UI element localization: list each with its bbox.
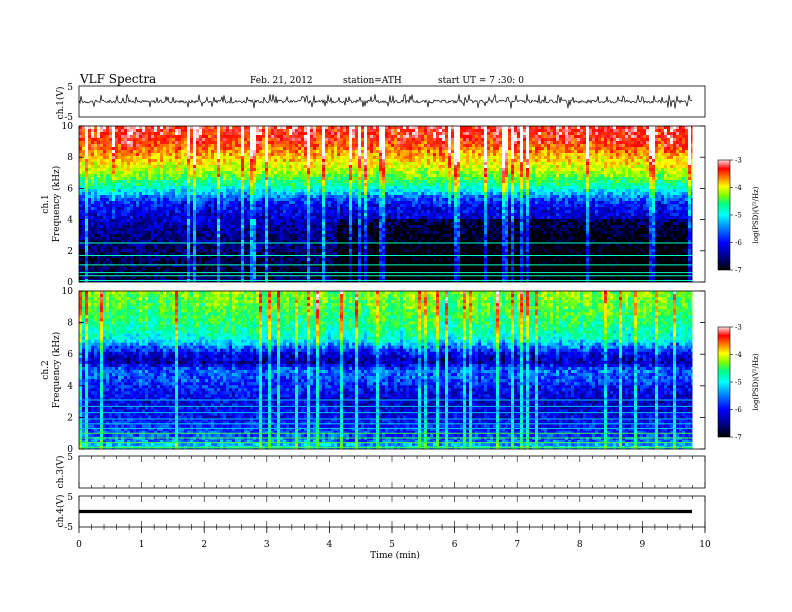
ch3-ytick-top: 5: [67, 453, 73, 463]
x-tick-label: 8: [577, 540, 583, 550]
ch1-spec-ylabel-line1: ch.1: [41, 194, 51, 213]
ch1-colorbar-tick-label: -6: [735, 239, 742, 247]
spec1-ytick-label: 2: [67, 247, 73, 257]
x-tick-label: 2: [201, 540, 207, 550]
header-start-ut: start UT = 7 :30: 0: [438, 76, 524, 86]
ch1-ytick-bottom: -5: [64, 113, 73, 123]
ch1-waveform-panel: 5 -5 ch.1(V): [55, 83, 706, 123]
ch1-spectrogram-panel: 0 2 4 6 8 10 ch.1 Frequency (kHz) -3 -4 -5 -6 -7 …: [41, 122, 760, 288]
spec2-ytick-label: 8: [67, 319, 73, 329]
spec2-ytick-label: 6: [67, 350, 73, 360]
ch2-spec-ylabel-line1: ch.2: [41, 360, 51, 379]
ch1-spec-ylabel-line2: Frequency (kHz): [51, 166, 62, 243]
ch3-waveform-panel: 5 ch.3(V): [55, 453, 706, 489]
ch1-colorbar-tick-label: -7: [735, 267, 742, 275]
spec2-ytick-label: 0: [67, 445, 73, 455]
figure-title: VLF Spectra: [79, 72, 156, 86]
spec1-ytick-label: 4: [67, 216, 73, 226]
ch2-colorbar-tick-label: -4: [735, 351, 742, 359]
x-tick-label: 1: [139, 540, 145, 550]
header-station: station=ATH: [343, 76, 402, 86]
ch2-colorbar-label: log(PSD)(V²/Hz): [752, 353, 760, 410]
header-date: Feb. 21, 2012: [250, 76, 313, 86]
ch2-colorbar: -3 -4 -5 -6 -7 log(PSD)(V²/Hz): [717, 324, 760, 442]
x-tick-label: 3: [264, 540, 270, 550]
x-tick-label: 9: [640, 540, 646, 550]
ch1-colorbar: -3 -4 -5 -6 -7 log(PSD)(V²/Hz): [717, 157, 760, 275]
ch4-waveform-panel: 5 -5 ch.4(V): [55, 493, 706, 533]
ch1-colorbar-tick-label: -4: [735, 184, 742, 192]
x-tick-label: 4: [327, 540, 333, 550]
ch1-waveform-trace: [78, 93, 693, 109]
ch2-spectrogram-image: [79, 291, 705, 450]
spec1-ytick-label: 8: [67, 153, 73, 163]
ch2-colorbar-tick-label: -3: [735, 324, 742, 332]
spec1-ytick-label: 10: [62, 122, 74, 132]
ch4-ylabel: ch.4(V): [55, 495, 66, 528]
ch3-ylabel: ch.3(V): [55, 456, 66, 489]
x-tick-label: 10: [699, 540, 711, 550]
ch2-spec-ylabel-line2: Frequency (kHz): [51, 332, 62, 409]
ch1-colorbar-tick-label: -5: [735, 212, 742, 220]
ch2-spectrogram-panel: 0 2 4 6 8 10 ch.2 Frequency (kHz) -3 -4 -5 -6 -7 …: [41, 287, 760, 455]
x-tick-label: 5: [389, 540, 395, 550]
spec1-ytick-label: 0: [67, 278, 73, 288]
spec2-ytick-label: 4: [67, 382, 73, 392]
x-tick-label: 7: [514, 540, 520, 550]
ch1-colorbar-label: log(PSD)(V²/Hz): [752, 186, 760, 243]
ch2-colorbar-tick-label: -7: [735, 434, 742, 442]
ch1-spectrogram-image: [79, 126, 705, 283]
ch1-colorbar-tick-label: -3: [735, 157, 742, 165]
time-axis: 0 1 2 3 4 5 6 7 8 9 10: [76, 527, 711, 550]
x-tick-label: 6: [452, 540, 458, 550]
ch2-colorbar-tick-label: -5: [735, 379, 742, 387]
ch4-ytick-bottom: -5: [64, 523, 73, 533]
ch2-colorbar-tick-label: -6: [735, 406, 742, 414]
ch1-ytick-top: 5: [67, 83, 73, 93]
ch4-ytick-top: 5: [67, 493, 73, 503]
spec1-ytick-label: 6: [67, 184, 73, 194]
x-axis-label: Time (min): [370, 550, 420, 561]
ch1-ylabel: ch.1(V): [55, 87, 66, 120]
x-tick-label: 0: [76, 540, 82, 550]
spec2-ytick-label: 2: [67, 413, 73, 423]
spec2-ytick-label: 10: [62, 287, 74, 297]
